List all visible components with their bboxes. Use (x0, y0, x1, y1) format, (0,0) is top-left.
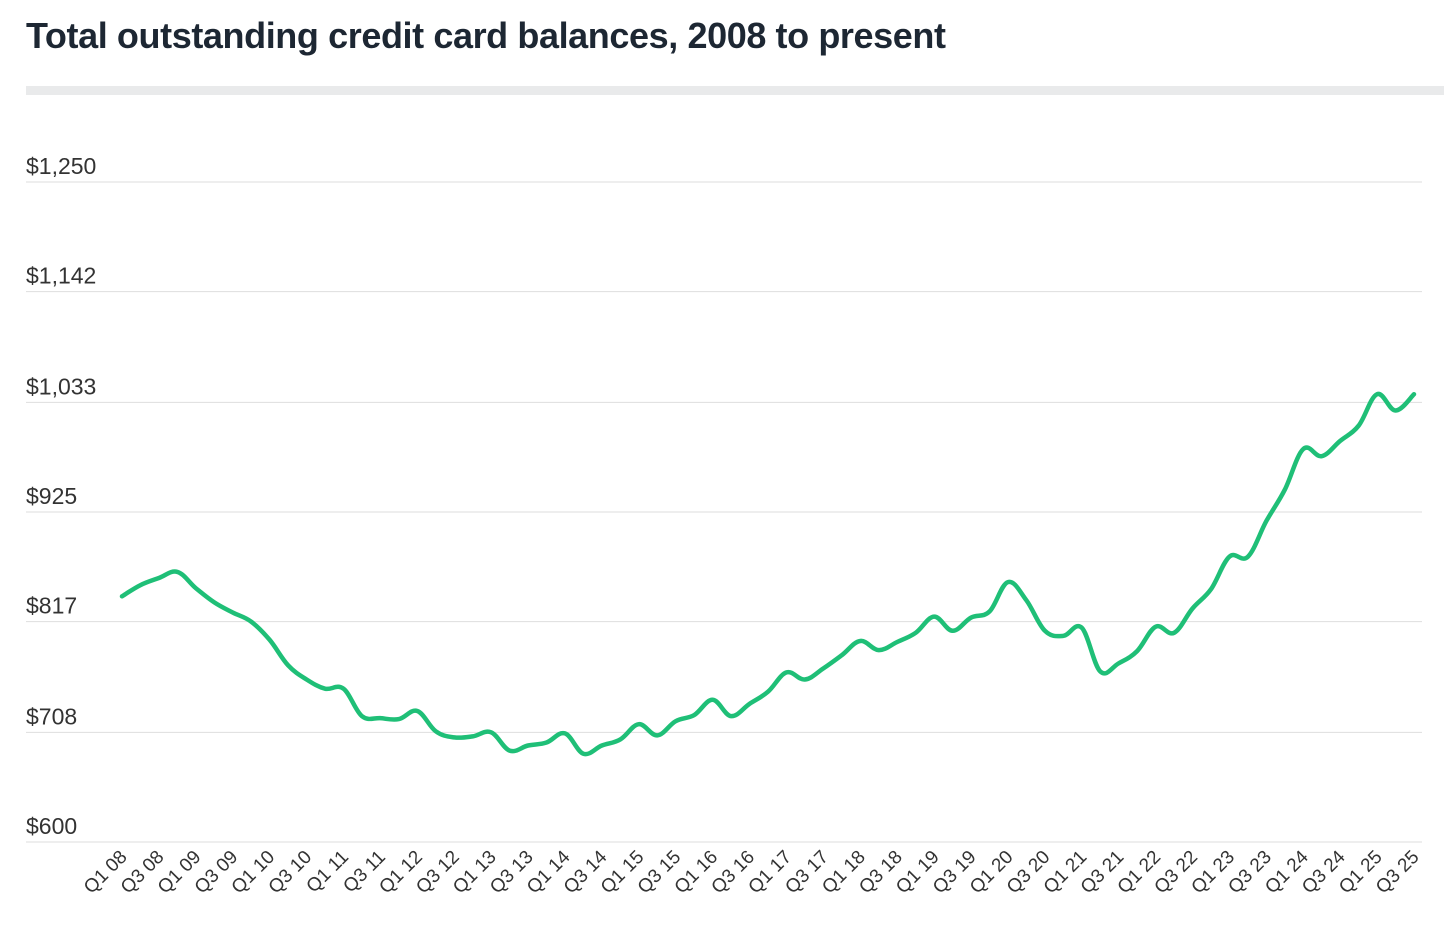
y-tick-label: $1,250 (26, 153, 96, 179)
y-tick-label: $708 (26, 703, 77, 729)
series-balances (119, 391, 1417, 757)
title-divider (26, 86, 1444, 95)
y-axis-ticks: $600 $708 $817 $925 $1,033 $1,142 $1,250 (26, 153, 96, 839)
chart-title: Total outstanding credit card balances, … (26, 15, 946, 56)
gridlines (26, 181, 1422, 843)
series-line (119, 391, 1417, 757)
x-tick-label: Q3 25 (1372, 847, 1423, 898)
y-tick-label: $817 (26, 593, 77, 619)
y-tick-label: $1,142 (26, 263, 96, 289)
x-tick-label: Q3 10 (265, 847, 316, 898)
y-tick-label: $925 (26, 483, 77, 509)
y-tick-label: $1,033 (26, 373, 96, 399)
y-tick-label: $600 (26, 813, 77, 839)
